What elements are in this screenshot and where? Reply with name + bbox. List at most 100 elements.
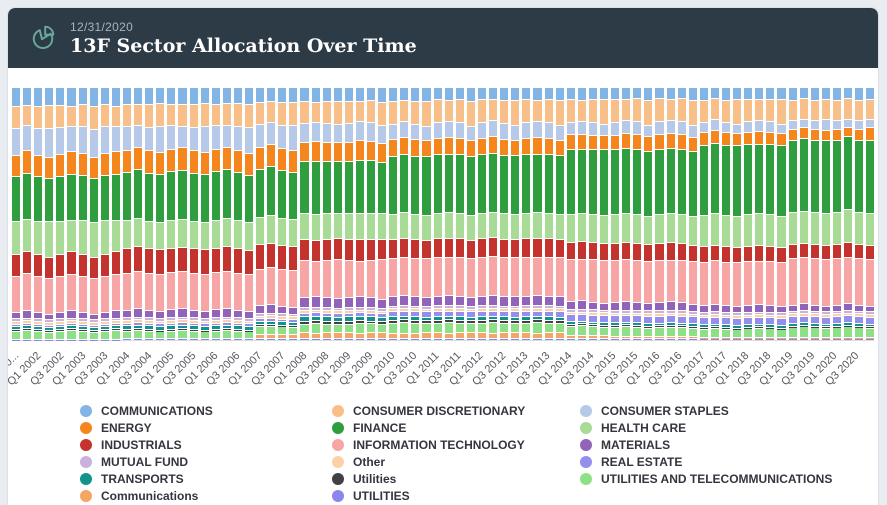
bar-segment[interactable] (178, 171, 187, 219)
bar-segment[interactable] (244, 332, 254, 339)
stacked-bar[interactable] (788, 88, 797, 341)
bar-segment[interactable] (389, 311, 398, 317)
legend-item[interactable]: CONSUMER STAPLES (580, 402, 868, 419)
bar-segment[interactable] (832, 245, 842, 259)
bar-segment[interactable] (588, 243, 597, 260)
bar-segment[interactable] (167, 331, 176, 339)
bar-segment[interactable] (599, 150, 609, 215)
bar-segment[interactable] (134, 317, 143, 320)
bar-segment[interactable] (666, 214, 675, 242)
bar-segment[interactable] (145, 173, 154, 221)
bar-segment[interactable] (200, 222, 209, 250)
bar-segment[interactable] (34, 255, 43, 277)
bar-segment[interactable] (433, 333, 442, 338)
bar-segment[interactable] (244, 250, 254, 275)
bar-segment[interactable] (655, 303, 664, 311)
bar-segment[interactable] (655, 260, 664, 303)
bar-segment[interactable] (267, 313, 276, 316)
bar-segment[interactable] (311, 307, 320, 310)
bar-segment[interactable] (433, 239, 442, 257)
bar-segment[interactable] (522, 309, 531, 311)
bar-segment[interactable] (766, 315, 775, 318)
bar-segment[interactable] (389, 102, 398, 125)
bar-segment[interactable] (267, 335, 276, 339)
bar-segment[interactable] (100, 153, 109, 175)
legend-item[interactable]: ENERGY (80, 419, 332, 436)
bar-segment[interactable] (267, 144, 276, 167)
bar-segment[interactable] (788, 314, 797, 317)
bar-segment[interactable] (477, 257, 487, 296)
bar-segment[interactable] (733, 124, 742, 134)
bar-segment[interactable] (111, 326, 120, 328)
bar-segment[interactable] (367, 310, 376, 313)
bar-segment[interactable] (477, 338, 487, 340)
bar-segment[interactable] (655, 122, 664, 134)
bar-segment[interactable] (544, 317, 553, 320)
bar-segment[interactable] (378, 144, 387, 162)
bar-segment[interactable] (611, 327, 620, 336)
bar-segment[interactable] (289, 102, 298, 125)
bar-segment[interactable] (466, 141, 475, 157)
bar-segment[interactable] (145, 128, 154, 151)
bar-segment[interactable] (677, 99, 686, 122)
bar-segment[interactable] (722, 133, 731, 146)
bar-segment[interactable] (56, 154, 65, 176)
bar-segment[interactable] (755, 315, 764, 317)
stacked-bar[interactable] (633, 88, 642, 341)
bar-segment[interactable] (256, 339, 265, 340)
bar-segment[interactable] (233, 339, 242, 341)
bar-segment[interactable] (821, 214, 830, 246)
bar-segment[interactable] (544, 100, 553, 123)
bar-segment[interactable] (544, 333, 553, 338)
bar-segment[interactable] (710, 213, 719, 245)
bar-segment[interactable] (633, 88, 642, 99)
stacked-bar[interactable] (78, 88, 87, 340)
bar-segment[interactable] (211, 220, 220, 248)
legend-item[interactable]: MATERIALS (580, 436, 868, 453)
bar-segment[interactable] (300, 142, 309, 161)
bar-segment[interactable] (355, 214, 364, 240)
bar-segment[interactable] (78, 312, 87, 319)
bar-segment[interactable] (500, 333, 509, 338)
bar-segment[interactable] (256, 169, 265, 217)
stacked-bar[interactable] (23, 88, 32, 340)
bar-segment[interactable] (566, 88, 575, 100)
bar-segment[interactable] (544, 306, 553, 309)
bar-segment[interactable] (710, 324, 719, 326)
bar-segment[interactable] (588, 313, 597, 315)
bar-segment[interactable] (200, 311, 209, 318)
bar-segment[interactable] (688, 324, 697, 327)
bar-segment[interactable] (322, 298, 331, 308)
bar-segment[interactable] (577, 321, 586, 324)
bar-segment[interactable] (855, 88, 864, 100)
bar-segment[interactable] (244, 327, 254, 330)
bar-segment[interactable] (433, 306, 442, 309)
bar-segment[interactable] (355, 338, 364, 341)
bar-segment[interactable] (256, 245, 265, 269)
bar-segment[interactable] (367, 101, 376, 122)
bar-segment[interactable] (78, 319, 87, 322)
bar-segment[interactable] (500, 296, 509, 306)
bar-segment[interactable] (466, 309, 475, 312)
bar-segment[interactable] (810, 328, 819, 337)
bar-segment[interactable] (244, 88, 254, 105)
bar-segment[interactable] (178, 330, 187, 339)
bar-segment[interactable] (466, 321, 475, 324)
bar-segment[interactable] (599, 313, 609, 316)
bar-segment[interactable] (599, 136, 609, 150)
bar-segment[interactable] (799, 316, 808, 323)
bar-segment[interactable] (444, 257, 453, 295)
bar-segment[interactable] (233, 323, 242, 326)
bar-segment[interactable] (222, 272, 231, 309)
bar-segment[interactable] (267, 123, 276, 144)
bar-segment[interactable] (655, 134, 664, 149)
bar-segment[interactable] (555, 140, 564, 156)
bar-segment[interactable] (289, 339, 298, 340)
bar-segment[interactable] (355, 102, 364, 121)
bar-segment[interactable] (733, 339, 742, 340)
bar-segment[interactable] (367, 141, 376, 160)
bar-segment[interactable] (411, 311, 420, 317)
bar-segment[interactable] (222, 320, 231, 322)
bar-segment[interactable] (477, 296, 487, 306)
bar-segment[interactable] (267, 167, 276, 215)
